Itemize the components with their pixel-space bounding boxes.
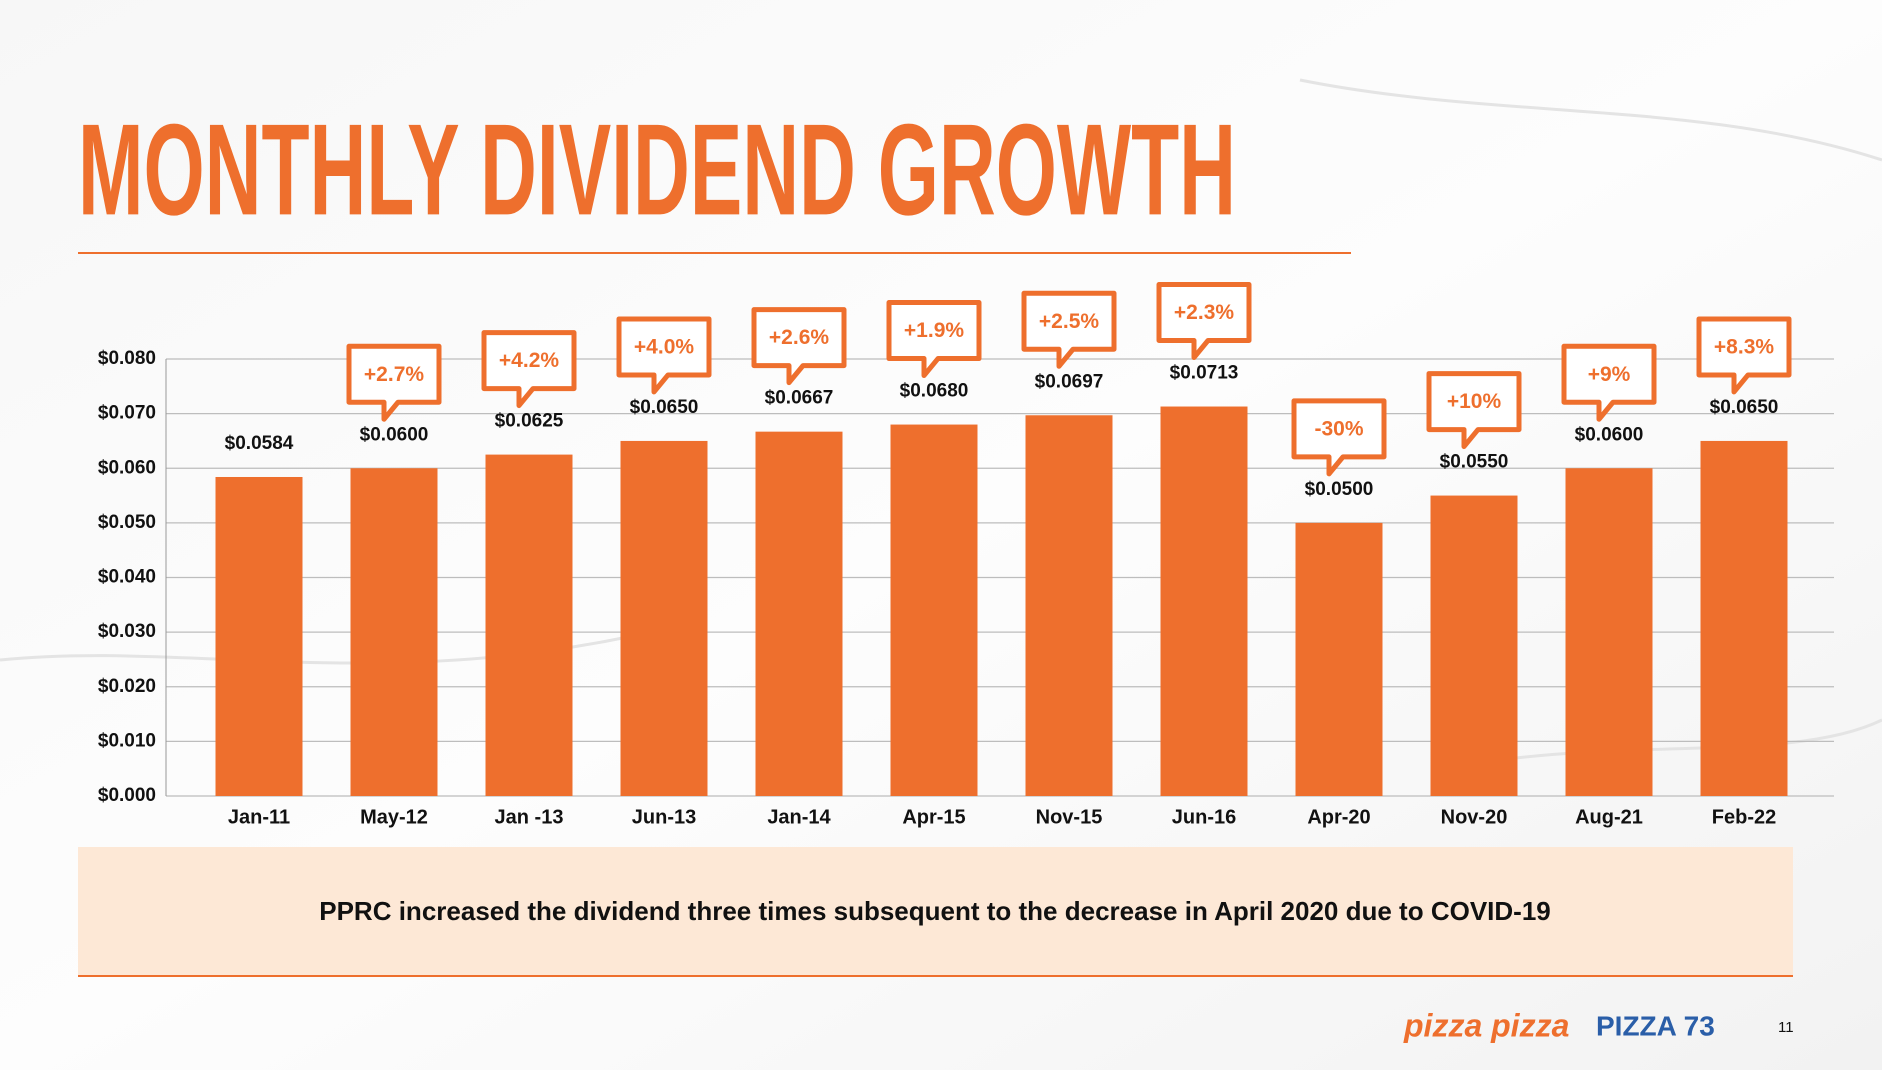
- bar: [755, 431, 843, 796]
- callout-label: +9%: [1588, 363, 1631, 386]
- x-tick-label: Aug-21: [1575, 806, 1643, 828]
- x-tick-label: May-12: [360, 806, 428, 828]
- bar: [1565, 468, 1653, 796]
- value-label: $0.0697: [1035, 371, 1104, 392]
- x-tick-label: Jan-11: [228, 806, 290, 828]
- callout: [1156, 282, 1252, 361]
- callout: [886, 300, 982, 379]
- x-tick-label: Jan-14: [767, 806, 831, 828]
- callout-label: +2.5%: [1039, 310, 1099, 333]
- y-tick-label: $0.080: [98, 348, 156, 369]
- value-label: $0.0600: [1575, 424, 1644, 445]
- logo: pizza pizza: [1403, 1007, 1569, 1043]
- callout-label: +4.2%: [499, 349, 559, 372]
- callout-label: +8.3%: [1714, 335, 1774, 358]
- callout: [1021, 290, 1117, 369]
- callout: [751, 307, 847, 386]
- callout: [1426, 371, 1522, 450]
- y-tick-label: $0.050: [98, 512, 156, 533]
- plot: $0.000 $0.010 $0.020 $0.030 $0.040 $0.050 $0.0…: [98, 282, 1834, 828]
- chart-title: MONTHLY DIVIDEND GROWTH: [78, 96, 1236, 242]
- bar: [620, 440, 708, 796]
- callout-label: +1.9%: [904, 319, 964, 342]
- x-tick-label: Apr-15: [902, 806, 965, 828]
- value-label: $0.0600: [360, 424, 429, 445]
- y-tick-label: $0.030: [98, 621, 156, 642]
- value-label: $0.0650: [1710, 397, 1779, 418]
- y-tick-label: $0.000: [98, 785, 156, 806]
- brand: PIZZA 73: [1596, 1010, 1715, 1041]
- page-number: 11: [1778, 1019, 1794, 1036]
- x-tick-label: Jan -13: [495, 806, 564, 828]
- value-label: $0.0650: [630, 397, 699, 418]
- x-tick-label: Jun-16: [1172, 806, 1236, 828]
- callout: [1561, 343, 1657, 422]
- note: PPRC increased the dividend three times …: [319, 896, 1550, 926]
- callout: [346, 343, 442, 422]
- bar: [1430, 495, 1518, 796]
- note-box: [78, 847, 1793, 976]
- callout: [1696, 316, 1792, 395]
- bar: [215, 476, 303, 796]
- callout-label: +4.0%: [634, 335, 694, 358]
- bar: [485, 454, 573, 796]
- y-tick-label: $0.010: [98, 730, 156, 751]
- bar: [890, 424, 978, 796]
- x-tick-label: Nov-15: [1036, 806, 1103, 828]
- bar: [1160, 406, 1248, 796]
- y-tick-label: $0.060: [98, 457, 156, 478]
- x-tick-label: Jun-13: [632, 806, 696, 828]
- x-tick-label: Apr-20: [1307, 806, 1370, 828]
- value-label: $0.0713: [1170, 363, 1239, 384]
- y-tick-label: $0.020: [98, 676, 156, 697]
- callout: [481, 330, 577, 409]
- value-label: $0.0680: [900, 381, 969, 402]
- value-label: $0.0550: [1440, 452, 1509, 473]
- x-tick-label: Feb-22: [1712, 806, 1776, 828]
- callout-label: +2.6%: [769, 326, 829, 349]
- value-label: $0.0500: [1305, 479, 1374, 500]
- value-label: $0.0667: [765, 388, 834, 409]
- y-tick-label: $0.040: [98, 567, 156, 588]
- value-label: $0.0625: [495, 411, 564, 432]
- callout-label: -30%: [1314, 417, 1363, 440]
- callout: [616, 316, 712, 395]
- callout: [1291, 398, 1387, 477]
- callout-label: +10%: [1447, 390, 1502, 413]
- callout-label: +2.7%: [364, 363, 424, 386]
- callout-label: +2.3%: [1174, 301, 1234, 324]
- value-label: $0.0584: [225, 433, 294, 454]
- x-tick-label: Nov-20: [1441, 806, 1508, 828]
- bar: [350, 468, 438, 796]
- bar: [1295, 522, 1383, 796]
- bar: [1025, 415, 1113, 796]
- y-tick-label: $0.070: [98, 403, 156, 424]
- bar: [1700, 440, 1788, 796]
